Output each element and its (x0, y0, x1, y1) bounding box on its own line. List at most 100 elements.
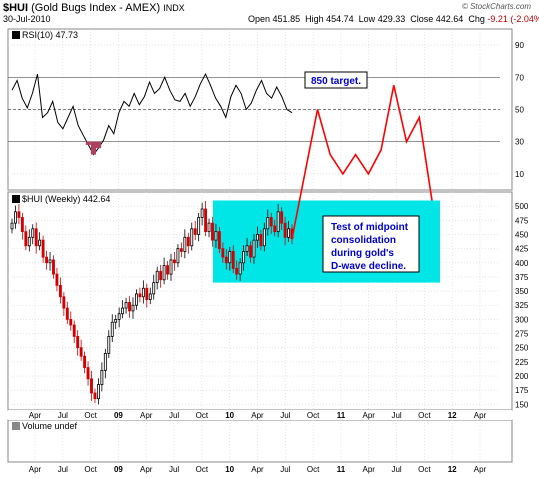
price-candle (173, 252, 176, 271)
price-candle (217, 227, 221, 254)
price-y-tick-label: 350 (515, 287, 529, 296)
price-y-tick-label: 275 (515, 330, 529, 339)
price-candle (58, 277, 62, 304)
candle-body (169, 259, 173, 275)
candle-body (186, 236, 190, 247)
low-value: 429.33 (377, 14, 406, 24)
price-y-tick-label: 175 (515, 386, 529, 395)
price-candle (235, 260, 239, 280)
candle-body (107, 335, 111, 354)
candle-body (280, 211, 284, 224)
rsi-line (11, 72, 293, 156)
candle-body (200, 208, 204, 218)
candle-body (249, 245, 252, 258)
candle-body (276, 211, 280, 233)
x-tick-label-bottom: Jul (58, 465, 68, 474)
price-candle (124, 297, 128, 314)
exchange: INDX (163, 3, 185, 13)
candle-body (152, 282, 156, 295)
candle-body (197, 217, 201, 235)
midpoint-annotation-line-2: consolidation (331, 235, 396, 246)
candle-body (193, 228, 197, 235)
candle-body (72, 324, 76, 337)
x-tick-label-bottom: 11 (337, 465, 346, 474)
price-candle (24, 225, 28, 251)
candle-body (252, 239, 256, 258)
candle-body (221, 248, 225, 258)
rsi-y-tick-label: 50 (515, 106, 524, 115)
candle-body (128, 302, 131, 312)
candle-body (228, 251, 232, 264)
candle-body (176, 248, 180, 264)
price-y-tick-label: 475 (515, 216, 529, 225)
candle-body (269, 217, 273, 227)
price-candle (114, 314, 118, 330)
price-candle (155, 266, 159, 290)
price-candle (69, 311, 73, 331)
symbol: $HUI (3, 2, 29, 14)
price-candle (34, 222, 38, 254)
x-tick-label: 10 (225, 411, 234, 420)
price-candle (259, 229, 263, 251)
candle-body (52, 259, 55, 275)
candle-body (179, 248, 183, 252)
x-tick-label-bottom: 10 (225, 465, 234, 474)
price-candles (10, 201, 294, 405)
candle-body (255, 234, 259, 241)
candle-body (145, 287, 149, 300)
x-tick-label: 11 (337, 411, 346, 420)
price-y-tick-label: 300 (515, 315, 529, 324)
candle-body (117, 313, 121, 320)
candle-body (76, 335, 80, 349)
candle-body (69, 319, 73, 326)
price-candle (20, 212, 24, 240)
chg-value: -9.21 (-2.04%) (487, 14, 539, 24)
candle-body (242, 251, 246, 264)
rsi-panel-label: RSI(10) 47.73 (22, 30, 78, 40)
price-candle (273, 219, 277, 237)
close-value: 442.64 (435, 14, 464, 24)
x-tick-label-bottom: Apr (363, 465, 376, 474)
volume-panel (7, 419, 513, 463)
candle-body (100, 369, 104, 385)
candle-body (204, 208, 208, 233)
price-candle (117, 307, 121, 328)
candle-body (183, 236, 187, 252)
x-tick-label: Jul (280, 411, 290, 420)
candle-body (131, 304, 135, 312)
price-y-tick-label: 425 (515, 245, 529, 254)
rsi-y-tick-label: 90 (515, 41, 524, 50)
price-candle (76, 330, 80, 356)
candle-body (214, 231, 218, 241)
candle-body (238, 262, 242, 275)
x-tick-label-bottom: Oct (84, 465, 97, 474)
price-candle (79, 339, 83, 361)
price-candle (83, 351, 87, 374)
price-candle (269, 212, 273, 234)
price-candle (238, 258, 242, 281)
price-candle (197, 212, 201, 242)
price-candle (72, 320, 76, 344)
price-candle (255, 226, 259, 249)
price-candle (52, 255, 55, 279)
price-candle (45, 250, 49, 270)
price-candle (90, 370, 93, 401)
rsi-y-tick-label: 10 (515, 170, 524, 179)
candle-body (173, 259, 176, 264)
price-candle (110, 314, 114, 343)
x-tick-label-bottom: Apr (140, 465, 153, 474)
price-candle (62, 292, 66, 317)
price-candle (17, 203, 21, 225)
price-y-tick-label: 150 (515, 400, 529, 409)
price-y-tick-label: 200 (515, 372, 529, 381)
x-tick-label-bottom: Oct (307, 465, 320, 474)
close-label: Close (410, 14, 434, 24)
candle-body (148, 293, 152, 300)
price-candle (103, 348, 107, 379)
price-candle (27, 229, 31, 252)
price-candle (176, 244, 180, 268)
price-candle (283, 216, 287, 246)
candle-body (62, 296, 66, 309)
rsi-series (11, 72, 293, 156)
candle-body (55, 273, 59, 286)
